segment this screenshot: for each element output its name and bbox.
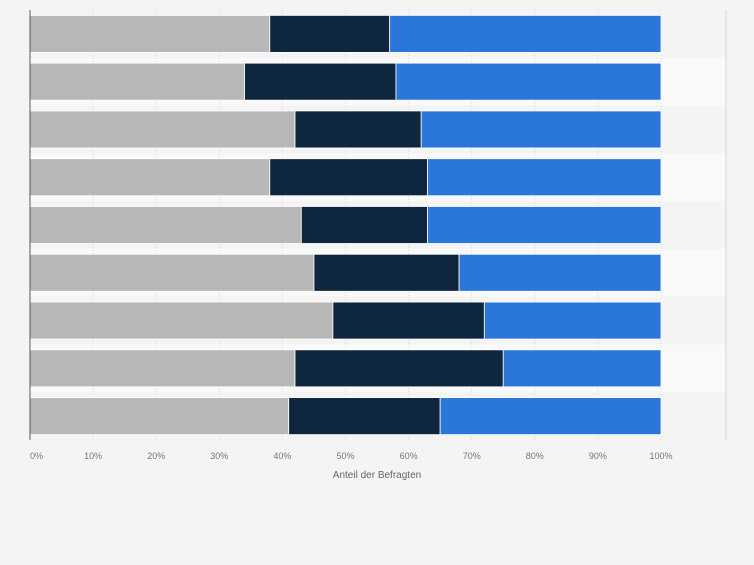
x-tick-label: 0%: [30, 451, 43, 461]
bar-segment: [439, 397, 662, 436]
bar-segment: [288, 397, 441, 436]
x-tick-label: 40%: [273, 451, 291, 461]
bar-segment: [244, 62, 397, 101]
bar-segment: [300, 206, 428, 244]
bar-segment: [294, 349, 504, 388]
bar-segment: [395, 62, 662, 101]
bar-segment: [29, 206, 302, 244]
bar-segment: [313, 253, 460, 292]
x-tick-label: 70%: [463, 451, 481, 461]
bar-segment: [294, 110, 422, 149]
bar-segment: [29, 301, 334, 340]
x-tick-label: 60%: [400, 451, 418, 461]
x-tick-labels: 0% 10% 20% 30% 40% 50% 60% 70% 80% 90% 100%: [30, 451, 673, 461]
bar-segment: [427, 158, 662, 197]
bar-segment: [332, 301, 485, 340]
x-tick-label: 90%: [589, 451, 607, 461]
x-tick-label: 10%: [84, 451, 102, 461]
gridlines: [29, 10, 727, 440]
bar-segment: [269, 158, 428, 197]
bar-segment: [502, 349, 662, 388]
bar-segment: [269, 14, 391, 53]
bar-segment: [420, 110, 662, 149]
x-tick-label: 80%: [526, 451, 544, 461]
x-tick-label: 100%: [649, 451, 672, 461]
bar-segment: [483, 301, 662, 340]
bar-segment: [427, 206, 662, 244]
x-tick-label: 20%: [147, 451, 165, 461]
bar-segment: [389, 14, 662, 53]
bar-segment: [458, 253, 662, 292]
x-tick-label: 30%: [210, 451, 228, 461]
bar-segments: [29, 14, 662, 436]
bar-segment: [29, 253, 315, 292]
bar-segment: [29, 110, 296, 149]
bar-segment: [29, 14, 271, 53]
bar-segment: [29, 349, 296, 388]
bar-segment: [29, 397, 290, 436]
x-tick-label: 50%: [336, 451, 354, 461]
bar-segment: [29, 62, 245, 101]
bar-segment: [29, 158, 271, 197]
x-axis-title: Anteil der Befragten: [333, 470, 421, 481]
